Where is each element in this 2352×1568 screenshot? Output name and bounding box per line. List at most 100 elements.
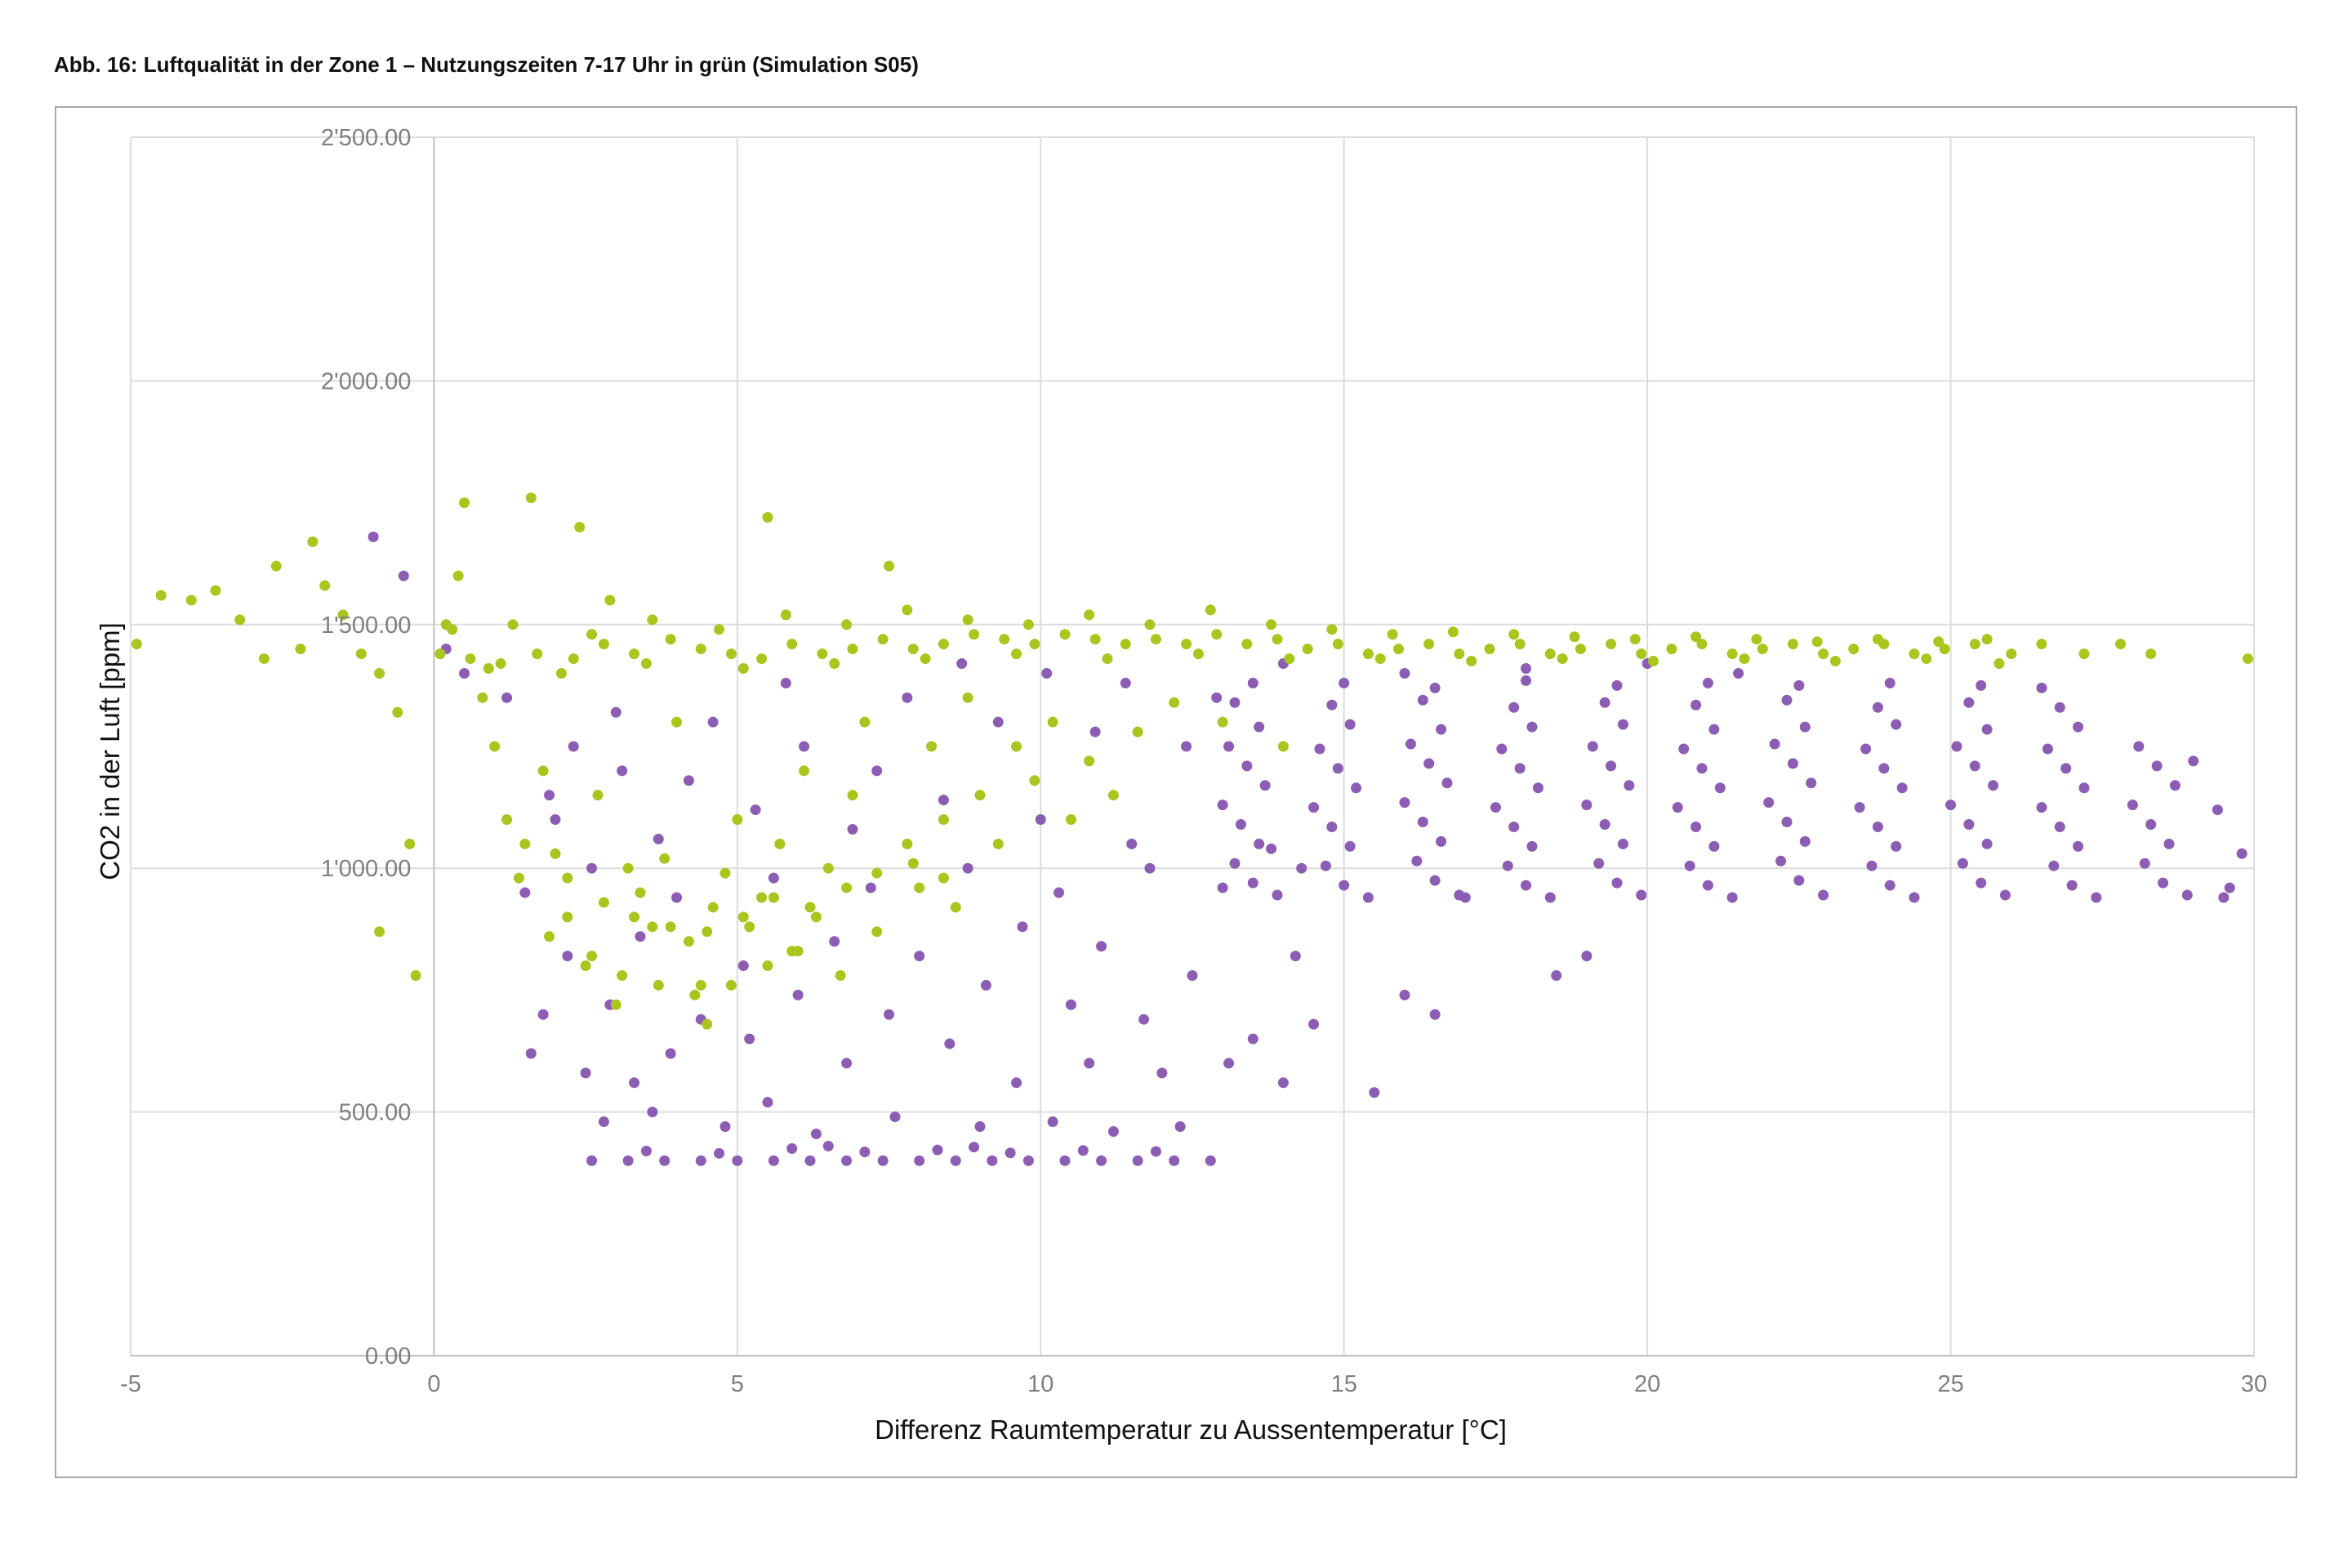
- occupied-point: [1514, 639, 1526, 650]
- unoccupied-point: [1593, 858, 1605, 869]
- unoccupied-point: [1581, 800, 1592, 811]
- occupied-point: [725, 648, 737, 660]
- occupied-point: [969, 629, 980, 640]
- occupied-point: [907, 858, 919, 869]
- occupied-point: [465, 653, 476, 665]
- unoccupied-point: [1781, 694, 1793, 706]
- unoccupied-point: [1011, 1077, 1022, 1089]
- unoccupied-point: [944, 1038, 956, 1049]
- unoccupied-point: [2060, 763, 2072, 774]
- occupied-point: [513, 872, 524, 884]
- unoccupied-point: [822, 1140, 834, 1152]
- unoccupied-point: [938, 795, 949, 806]
- occupied-point: [665, 921, 676, 933]
- unoccupied-point: [902, 692, 913, 703]
- unoccupied-point: [1332, 763, 1343, 774]
- unoccupied-point: [1581, 951, 1592, 962]
- y-tick-label: 1'500.00: [321, 612, 411, 639]
- occupied-point: [719, 867, 731, 879]
- occupied-point: [817, 648, 828, 660]
- unoccupied-point: [1022, 1155, 1034, 1166]
- occupied-point: [1107, 790, 1119, 801]
- unoccupied-point: [1429, 682, 1441, 693]
- occupied-point: [1181, 639, 1192, 650]
- unoccupied-point: [1290, 951, 1301, 962]
- occupied-point: [1544, 648, 1556, 660]
- unoccupied-point: [1684, 860, 1695, 871]
- occupied-point: [586, 629, 598, 640]
- unoccupied-point: [2218, 892, 2230, 903]
- unoccupied-point: [1254, 838, 1265, 849]
- occupied-point: [210, 585, 221, 596]
- unoccupied-point: [1969, 760, 1980, 772]
- unoccupied-point: [2054, 702, 2065, 713]
- unoccupied-point: [884, 1009, 895, 1020]
- occupied-point: [1636, 648, 1647, 660]
- unoccupied-point: [550, 814, 561, 826]
- unoccupied-point: [786, 1143, 798, 1154]
- occupied-point: [2115, 639, 2127, 650]
- occupied-point: [1423, 639, 1435, 650]
- occupied-point: [404, 838, 416, 849]
- unoccupied-point: [974, 1121, 986, 1133]
- occupied-point: [926, 741, 938, 752]
- unoccupied-point: [1399, 989, 1410, 1000]
- occupied-point: [355, 648, 367, 660]
- unoccupied-point: [1017, 921, 1028, 933]
- unoccupied-point: [1860, 743, 1872, 755]
- unoccupied-point: [1436, 724, 1447, 735]
- unoccupied-point: [2133, 741, 2145, 752]
- occupied-point: [804, 902, 816, 913]
- unoccupied-point: [1636, 889, 1647, 901]
- unoccupied-point: [1362, 892, 1374, 903]
- unoccupied-point: [1429, 1009, 1441, 1020]
- unoccupied-point: [1884, 880, 1895, 891]
- unoccupied-point: [1326, 699, 1338, 710]
- unoccupied-point: [889, 1111, 901, 1123]
- occupied-point: [307, 536, 318, 547]
- occupied-point: [604, 595, 616, 606]
- occupied-point: [2078, 648, 2090, 660]
- tick-labels: 0.00 500.00 1'000.00 1'500.00 2'000.00 2'500.…: [120, 125, 2267, 1397]
- occupied-point: [756, 653, 768, 665]
- unoccupied-point: [1611, 877, 1623, 889]
- unoccupied-point: [1502, 860, 1513, 871]
- occupied-point: [537, 765, 549, 777]
- unoccupied-point: [1308, 802, 1320, 813]
- occupied-point: [1757, 644, 1768, 655]
- occupied-point: [907, 644, 919, 655]
- occupied-point: [822, 862, 834, 874]
- unoccupied-point: [1314, 743, 1325, 755]
- y-axis-title: CO2 in der Luft [ppm]: [95, 622, 125, 880]
- series-occupied: [131, 492, 2254, 1030]
- unoccupied-point: [932, 1144, 943, 1156]
- occupied-point: [258, 653, 270, 665]
- unoccupied-point: [1733, 667, 1744, 679]
- unoccupied-point: [1617, 838, 1628, 849]
- unoccupied-point: [1247, 1033, 1258, 1045]
- occupied-point: [459, 497, 470, 509]
- unoccupied-point: [1544, 892, 1556, 903]
- unoccupied-point: [1084, 1058, 1095, 1069]
- unoccupied-point: [1411, 855, 1423, 866]
- unoccupied-point: [1793, 875, 1805, 886]
- occupied-point: [319, 580, 331, 591]
- unoccupied-point: [2163, 838, 2175, 849]
- occupied-point: [434, 648, 446, 660]
- occupied-point: [1969, 639, 1980, 650]
- occupied-point: [1084, 755, 1095, 767]
- unoccupied-point: [1963, 697, 1975, 708]
- occupied-point: [1150, 634, 1161, 645]
- unoccupied-point: [1266, 843, 1277, 854]
- unoccupied-point: [1708, 840, 1720, 852]
- occupied-point: [689, 989, 701, 1000]
- occupied-point: [702, 1018, 713, 1030]
- unoccupied-point: [622, 1155, 634, 1166]
- unoccupied-point: [992, 716, 1004, 728]
- unoccupied-point: [671, 892, 683, 903]
- unoccupied-point: [1891, 719, 1902, 730]
- unoccupied-point: [1775, 855, 1787, 866]
- unoccupied-point: [1521, 663, 1532, 675]
- unoccupied-point: [1217, 882, 1228, 893]
- occupied-point: [647, 614, 658, 626]
